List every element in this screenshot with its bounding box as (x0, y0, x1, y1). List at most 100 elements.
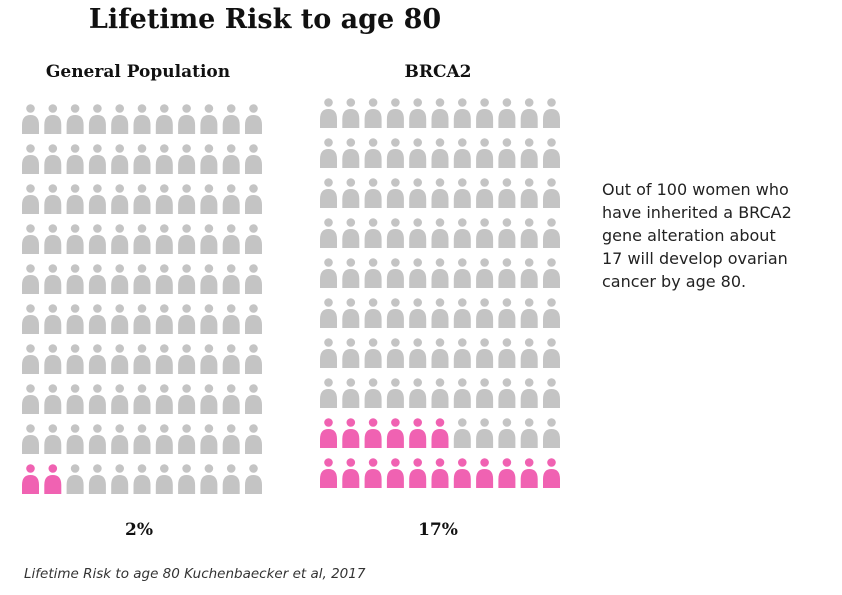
person-icon (520, 338, 538, 368)
person-icon (245, 104, 262, 134)
person-icon (222, 424, 240, 454)
person-icon (44, 224, 62, 254)
person-icon (88, 224, 106, 254)
person-icon (245, 384, 262, 414)
panel-title-general-population: General Population (45, 62, 231, 82)
person-icon-affected (320, 458, 337, 488)
person-icon (111, 464, 129, 494)
person-icon (178, 224, 196, 254)
person-icon (409, 178, 427, 208)
person-icon (431, 98, 449, 128)
person-icon (364, 138, 382, 168)
person-icon (543, 178, 560, 208)
person-icon (222, 264, 240, 294)
person-icon (44, 344, 62, 374)
person-icon (133, 224, 151, 254)
person-icon (44, 144, 62, 174)
person-icon-affected (453, 458, 471, 488)
person-icon (178, 464, 196, 494)
person-icon (66, 304, 84, 334)
person-icon (200, 464, 218, 494)
person-icon (88, 104, 106, 134)
person-icon (200, 184, 218, 214)
person-icon (88, 384, 106, 414)
value-label-general-population: 2% (125, 520, 153, 540)
person-icon (111, 104, 129, 134)
person-icon (342, 298, 360, 328)
person-icon (520, 178, 538, 208)
person-icon (320, 178, 337, 208)
person-icon (222, 384, 240, 414)
person-icon (520, 218, 538, 248)
person-icon (409, 378, 427, 408)
person-icon (453, 218, 471, 248)
person-icon (364, 98, 382, 128)
person-icon (520, 418, 538, 448)
person-icon (543, 338, 560, 368)
person-icon (245, 464, 262, 494)
person-icon (409, 258, 427, 288)
person-icon-affected (431, 458, 449, 488)
person-icon-affected (476, 458, 494, 488)
person-icon (342, 378, 360, 408)
person-icon (22, 184, 39, 214)
person-icon (364, 378, 382, 408)
person-icon (66, 424, 84, 454)
person-icon (44, 104, 62, 134)
person-icon (453, 258, 471, 288)
person-icon-affected (498, 458, 516, 488)
person-icon (133, 184, 151, 214)
source-citation: Lifetime Risk to age 80 Kuchenbaecker et… (24, 566, 366, 582)
person-icon (245, 344, 262, 374)
person-icon (155, 464, 173, 494)
person-icon (543, 298, 560, 328)
person-icon (342, 258, 360, 288)
person-icon (222, 464, 240, 494)
person-icon (66, 264, 84, 294)
person-icon (320, 378, 337, 408)
person-icon (364, 258, 382, 288)
person-icon (476, 218, 494, 248)
person-icon (22, 344, 39, 374)
person-icon (320, 298, 337, 328)
person-icon (133, 144, 151, 174)
person-icon (520, 98, 538, 128)
person-icon (320, 138, 337, 168)
person-icon (88, 344, 106, 374)
person-icon (133, 104, 151, 134)
person-icon-affected (342, 418, 360, 448)
person-icon (409, 138, 427, 168)
person-icon-affected (44, 464, 62, 494)
page-title: Lifetime Risk to age 80 (88, 4, 442, 35)
person-icon (155, 304, 173, 334)
person-icon (245, 304, 262, 334)
person-icon (453, 178, 471, 208)
person-icon (155, 104, 173, 134)
person-icon (133, 304, 151, 334)
person-icon (431, 338, 449, 368)
person-icon (200, 304, 218, 334)
person-icon (386, 258, 404, 288)
person-icon (245, 144, 262, 174)
person-icon (431, 138, 449, 168)
person-icon (543, 138, 560, 168)
person-icon (200, 384, 218, 414)
person-icon (476, 98, 494, 128)
person-icon-affected (431, 418, 449, 448)
person-icon (22, 264, 39, 294)
person-icon (386, 218, 404, 248)
person-icon (364, 298, 382, 328)
person-icon (22, 304, 39, 334)
pictograph-general-population (22, 104, 262, 494)
person-icon (498, 378, 516, 408)
person-icon (409, 338, 427, 368)
panel-title-brca2: BRCA2 (404, 62, 472, 82)
person-icon (498, 418, 516, 448)
person-icon (111, 264, 129, 294)
person-icon (44, 424, 62, 454)
person-icon (200, 144, 218, 174)
person-icon (111, 224, 129, 254)
person-icon (320, 258, 337, 288)
person-icon (431, 258, 449, 288)
person-icon (342, 138, 360, 168)
